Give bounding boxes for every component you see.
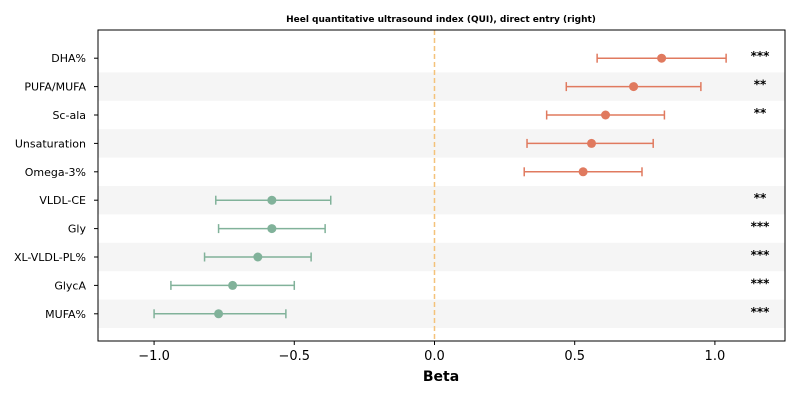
estimate-point xyxy=(253,252,263,262)
row-label: MUFA% xyxy=(45,308,86,321)
row-bands xyxy=(98,72,785,328)
row-label: Unsaturation xyxy=(15,137,86,150)
x-axis-label: Beta xyxy=(423,369,459,385)
row-label: GlycA xyxy=(54,279,86,292)
significance-stars: *** xyxy=(751,49,771,63)
estimate-point xyxy=(657,53,667,63)
row-label: Omega-3% xyxy=(25,166,86,179)
significance-stars: *** xyxy=(751,276,771,290)
x-tick-label: 0.0 xyxy=(424,349,445,364)
x-axis: −1.0 −0.5 0.0 0.5 1.0 xyxy=(138,341,725,364)
forest-row: MUFA% *** xyxy=(45,305,770,321)
forest-row: Sc-ala ** xyxy=(52,106,767,122)
chart-title: Heel quantitative ultrasound index (QUI)… xyxy=(286,15,596,25)
forest-row: Unsaturation xyxy=(15,137,654,150)
estimate-point xyxy=(267,195,277,205)
x-tick-label: −0.5 xyxy=(278,349,310,364)
forest-row: GlycA *** xyxy=(54,276,770,292)
forest-row: DHA% *** xyxy=(51,49,770,65)
forest-row: VLDL-CE ** xyxy=(39,191,767,207)
forest-rows: DHA% *** PUFA/MUFA ** Sc-ala ** Unsaturation Om… xyxy=(14,49,770,321)
row-label: VLDL-CE xyxy=(39,194,86,207)
row-band xyxy=(98,242,785,272)
row-label: PUFA/MUFA xyxy=(24,81,86,94)
estimate-point xyxy=(214,309,224,319)
x-tick-label: 1.0 xyxy=(705,349,726,364)
significance-stars: ** xyxy=(754,106,767,120)
forest-row: Omega-3% xyxy=(25,166,643,179)
row-band xyxy=(98,129,785,158)
plot-frame xyxy=(97,29,786,342)
estimate-point xyxy=(601,110,611,120)
significance-stars: *** xyxy=(751,305,771,319)
row-label: Sc-ala xyxy=(52,109,86,122)
row-label: DHA% xyxy=(51,52,86,65)
significance-stars: *** xyxy=(751,220,771,234)
row-label: XL-VLDL-PL% xyxy=(14,251,86,264)
estimate-point xyxy=(228,280,238,290)
x-tick-label: 0.5 xyxy=(564,349,585,364)
significance-stars: ** xyxy=(754,78,767,92)
estimate-point xyxy=(578,167,588,177)
estimate-point xyxy=(587,138,597,148)
significance-stars: ** xyxy=(754,191,767,205)
row-label: Gly xyxy=(68,223,87,236)
forest-row: XL-VLDL-PL% *** xyxy=(14,248,770,264)
forest-row: PUFA/MUFA ** xyxy=(24,78,767,94)
estimate-point xyxy=(267,224,277,234)
forest-row: Gly *** xyxy=(68,220,770,236)
significance-stars: *** xyxy=(751,248,771,262)
estimate-point xyxy=(629,82,639,92)
row-band xyxy=(98,186,785,215)
x-tick-label: −1.0 xyxy=(138,349,170,364)
